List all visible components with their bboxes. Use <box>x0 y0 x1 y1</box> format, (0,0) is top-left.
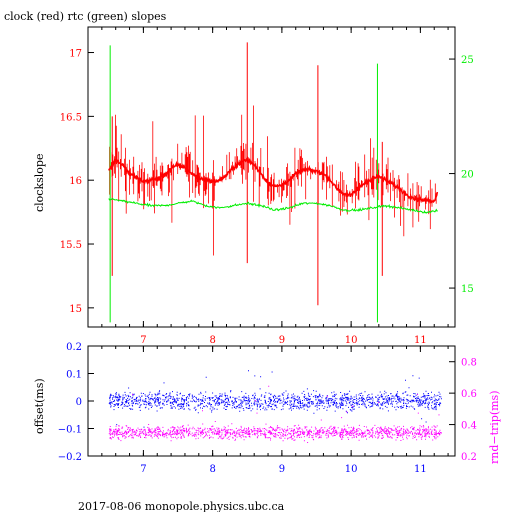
y-tick-label: 16 <box>69 176 82 187</box>
y-tick-label: 0 <box>76 397 82 408</box>
bottom-plot: 7 8 9 10 11 −0.2 −0.1 0 0.1 0.2 0.2 0.4 0.6 0.8 <box>58 342 477 475</box>
x-tick-label: 8 <box>209 335 215 346</box>
top-ylabel: clockslope <box>33 154 46 212</box>
x-tick-label: 9 <box>279 464 285 475</box>
chart-title: clock (red) rtc (green) slopes <box>4 10 167 23</box>
bottom-ylabel: offset(ms) <box>33 378 46 434</box>
footer-text: 2017-08-06 monopole.physics.ubc.ca <box>78 500 285 512</box>
round-trip-series <box>108 385 442 443</box>
x-tick-label: 8 <box>209 464 215 475</box>
x-tick-label: 7 <box>140 335 146 346</box>
x-tick-label: 11 <box>414 335 427 346</box>
x-tick-label: 10 <box>345 335 358 346</box>
x-tick-label: 7 <box>140 464 146 475</box>
y-tick-label: 15.5 <box>60 240 82 251</box>
y2-tick-label: 25 <box>461 55 474 66</box>
x-tick-label: 11 <box>414 464 427 475</box>
y-tick-label: −0.1 <box>58 425 82 436</box>
y-tick-label: 0.1 <box>66 370 82 381</box>
y-tick-label: 0.2 <box>66 342 82 353</box>
y2-tick-label: 0.6 <box>461 389 477 400</box>
y2-tick-label: 0.2 <box>461 452 477 463</box>
x-tick-label: 10 <box>345 464 358 475</box>
y-tick-label: 17 <box>69 49 82 60</box>
offset-series <box>108 370 442 430</box>
rtc-slope-series <box>108 197 438 214</box>
bottom-y2label: rnd−trip(ms) <box>488 391 501 465</box>
y2-tick-label: 20 <box>461 170 474 181</box>
y-tick-label: 16.5 <box>60 112 82 123</box>
x-tick-label: 9 <box>279 335 285 346</box>
y2-tick-label: 15 <box>461 284 474 295</box>
y2-tick-label: 0.4 <box>461 421 477 432</box>
top-plot: 7 8 9 10 11 15 15.5 16 16.5 17 15 20 25 <box>60 26 474 346</box>
y-tick-label: 15 <box>69 304 82 315</box>
y2-tick-label: 0.8 <box>461 358 477 369</box>
y-tick-label: −0.2 <box>58 452 82 463</box>
plot-frame <box>87 26 456 328</box>
clock-slope-series <box>108 156 439 204</box>
